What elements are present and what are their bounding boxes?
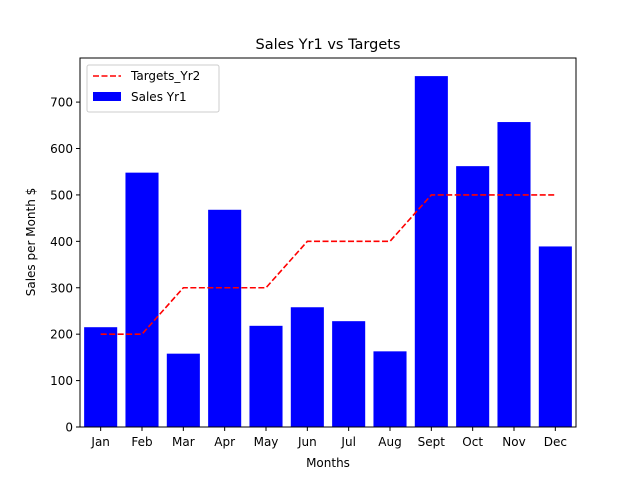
x-axis: Jan Feb Mar Apr May Jun Jul Aug Sept Oct Nov Dec — [90, 427, 567, 449]
bar-aug — [373, 351, 407, 427]
plot-area-frame — [79, 57, 577, 428]
x-tick-label: Jan — [90, 435, 110, 449]
x-tick-label: Aug — [378, 435, 401, 449]
bar-oct — [456, 166, 490, 428]
bar-jan — [84, 327, 118, 427]
y-tick-label: 200 — [50, 328, 73, 342]
bar-feb — [125, 172, 159, 427]
legend-label-targets: Targets_Yr2 — [130, 69, 200, 83]
y-tick-label: 500 — [50, 188, 73, 202]
x-tick-label: Feb — [131, 435, 152, 449]
legend: Targets_Yr2 Sales Yr1 — [86, 64, 220, 113]
target-line-layer — [100, 194, 556, 335]
bars-layer — [84, 76, 572, 428]
y-tick-label: 700 — [50, 96, 73, 110]
legend-label-sales: Sales Yr1 — [131, 90, 187, 104]
x-tick-label: May — [254, 435, 279, 449]
x-tick-label: Sept — [418, 435, 446, 449]
x-axis-label: Months — [306, 456, 350, 470]
x-tick-label: Dec — [544, 435, 567, 449]
bar-jun — [290, 307, 324, 427]
bar-nov — [497, 122, 531, 428]
bar-jul — [332, 321, 366, 427]
y-tick-label: 400 — [50, 235, 73, 249]
legend-bar-swatch — [93, 92, 121, 101]
x-tick-label: Apr — [214, 435, 235, 449]
chart-title: Sales Yr1 vs Targets — [255, 37, 400, 53]
bar-apr — [208, 209, 242, 427]
x-tick-label: Oct — [462, 435, 483, 449]
y-axis: 0 100 200 300 400 500 600 700 — [50, 96, 80, 435]
x-tick-label: Jul — [340, 435, 355, 449]
x-tick-label: Nov — [502, 435, 525, 449]
y-axis-label: Sales per Month $ — [24, 188, 38, 297]
bar-may — [249, 325, 283, 427]
y-tick-label: 300 — [50, 281, 73, 295]
bar-dec — [538, 246, 572, 427]
y-tick-label: 0 — [65, 421, 73, 435]
target-line — [100, 194, 556, 335]
y-tick-label: 600 — [50, 142, 73, 156]
bar-sept — [414, 76, 448, 428]
bar-mar — [166, 353, 200, 427]
x-tick-label: Jun — [297, 435, 317, 449]
y-tick-label: 100 — [50, 374, 73, 388]
x-tick-label: Mar — [172, 435, 195, 449]
